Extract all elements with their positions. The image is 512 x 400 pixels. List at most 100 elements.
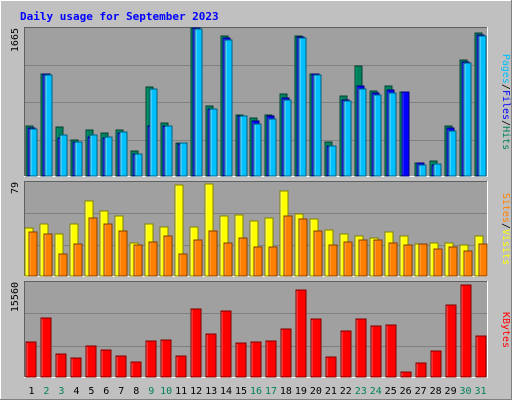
y-max-label: 1665 [10, 28, 21, 52]
bar-kbytes [115, 355, 127, 378]
bar-kbytes [55, 353, 67, 378]
bar-pages [463, 62, 472, 177]
bar-pages [283, 99, 292, 177]
bar-sites [193, 239, 203, 277]
x-tick-label: 21 [325, 386, 337, 397]
bar-pages [134, 153, 143, 177]
x-tick-label: 11 [175, 386, 187, 397]
x-tick-label: 7 [118, 386, 124, 397]
bar-kbytes [250, 341, 262, 378]
bar-kbytes [295, 289, 307, 378]
x-tick-label: 27 [415, 386, 427, 397]
legend-kbytes: KBytes [500, 312, 511, 348]
bar-sites [403, 244, 413, 277]
bar-pages [448, 130, 457, 177]
bar-sites [148, 241, 158, 277]
bar-pages [328, 145, 337, 177]
legend-entry: KBytes [500, 312, 511, 348]
bar-sites [463, 250, 473, 277]
bar-kbytes [205, 333, 217, 378]
bar-kbytes [265, 340, 277, 378]
x-tick-label: 4 [73, 386, 79, 397]
bar-sites [28, 231, 38, 277]
bar-pages [313, 74, 322, 177]
x-tick-label: 26 [400, 386, 412, 397]
x-tick-label: 2 [43, 386, 49, 397]
bar-pages [59, 134, 68, 177]
legend-entry: Files [500, 90, 511, 120]
bar-kbytes [160, 339, 172, 378]
x-tick-label: 17 [265, 386, 277, 397]
bar-pages [388, 92, 397, 177]
bar-kbytes [130, 361, 142, 378]
bar-sites [88, 217, 98, 277]
bar-pages [74, 141, 83, 177]
legend-visits-sites: Sites/Visits [500, 193, 511, 265]
bar-pages [478, 35, 487, 177]
x-tick-label: 23 [355, 386, 367, 397]
bar-kbytes [25, 341, 37, 378]
bar-sites [133, 244, 143, 277]
bar-sites [373, 239, 383, 277]
bar-kbytes [85, 345, 97, 378]
bar-pages [119, 131, 128, 177]
legend-entry: / [500, 120, 511, 126]
bar-sites [478, 243, 488, 277]
bar-sites [313, 230, 323, 277]
x-tick-label: 6 [103, 386, 109, 397]
x-tick-label: 29 [445, 386, 457, 397]
bar-kbytes [190, 308, 202, 378]
x-tick-label: 18 [280, 386, 292, 397]
bar-pages [358, 88, 367, 177]
chart-title: Daily usage for September 2023 [20, 10, 219, 23]
x-tick-label: 13 [205, 386, 217, 397]
bar-kbytes [385, 324, 397, 378]
legend-entry: / [500, 223, 511, 229]
x-tick-label: 12 [190, 386, 202, 397]
bar-kbytes [235, 342, 247, 378]
bar-kbytes [475, 335, 487, 378]
bar-sites [448, 246, 458, 277]
bar-sites [178, 253, 188, 277]
bar-kbytes [325, 356, 337, 378]
bar-sites [298, 218, 308, 277]
bar-sites [388, 242, 398, 277]
bar-pages [253, 123, 262, 177]
bar-kbytes [430, 350, 442, 378]
x-tick-label: 25 [385, 386, 397, 397]
x-tick-label: 24 [370, 386, 382, 397]
bar-sites [283, 215, 293, 277]
bar-pages [343, 100, 352, 177]
bar-kbytes [220, 310, 232, 378]
bar-files [401, 91, 410, 177]
bar-pages [164, 125, 173, 177]
legend-entry: Pages [500, 54, 511, 84]
bar-kbytes [100, 349, 112, 378]
x-tick-label: 8 [133, 386, 139, 397]
x-tick-label: 28 [430, 386, 442, 397]
bar-sites [358, 239, 368, 277]
bar-sites [118, 230, 128, 277]
x-tick-label: 31 [474, 386, 486, 397]
bar-kbytes [445, 304, 457, 378]
bar-pages [149, 88, 158, 177]
bar-sites [58, 253, 68, 277]
bar-sites [238, 237, 248, 277]
bar-sites [163, 235, 173, 277]
x-tick-label: 3 [58, 386, 64, 397]
bar-pages [268, 118, 277, 177]
bar-kbytes [145, 340, 157, 378]
bar-pages [44, 74, 53, 177]
y-max-label: 15560 [10, 282, 21, 312]
x-tick-label: 30 [460, 386, 472, 397]
x-tick-label: 10 [160, 386, 172, 397]
bar-pages [194, 28, 203, 177]
x-tick-label: 20 [310, 386, 322, 397]
bar-kbytes [175, 355, 187, 378]
x-tick-label: 1 [28, 386, 34, 397]
bar-kbytes [340, 330, 352, 378]
bar-pages [298, 37, 307, 177]
bar-sites [253, 246, 263, 277]
bar-pages [209, 108, 218, 177]
